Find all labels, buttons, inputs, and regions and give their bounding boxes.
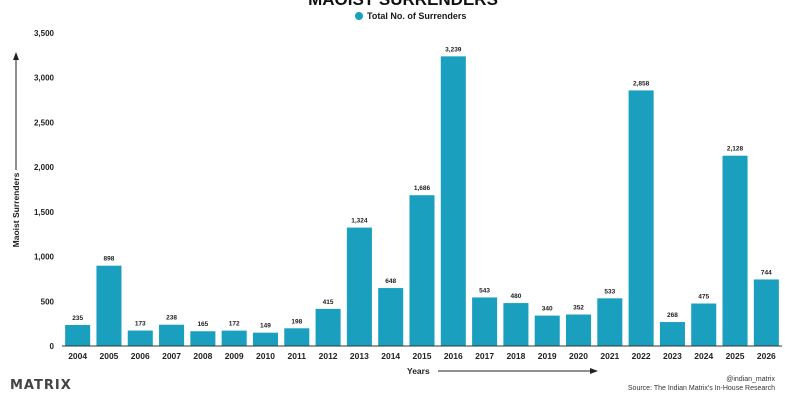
x-tick-label-2022: 2022	[632, 351, 651, 361]
bar-2005	[96, 265, 122, 346]
y-tick-label: 3,500	[34, 29, 55, 38]
x-tick-label-2026: 2026	[757, 351, 776, 361]
y-tick-label: 2,000	[34, 163, 55, 172]
data-label-2006: 173	[135, 321, 146, 328]
y-tick-label: 500	[41, 297, 55, 306]
legend-label: Total No. of Surrenders	[367, 11, 466, 21]
x-tick-label-2011: 2011	[288, 351, 307, 361]
x-tick-label-2021: 2021	[600, 351, 619, 361]
y-axis-arrow-head	[13, 52, 19, 60]
data-label-2023: 268	[667, 312, 678, 319]
data-label-2021: 533	[604, 288, 615, 295]
x-tick-label-2008: 2008	[193, 351, 212, 361]
x-tick-label-2004: 2004	[68, 351, 87, 361]
bar-2026	[753, 279, 779, 346]
data-label-2012: 415	[323, 299, 334, 306]
data-label-2014: 648	[385, 278, 396, 285]
bar-2025	[722, 155, 748, 346]
bar-2006	[127, 330, 153, 346]
data-label-2007: 238	[166, 315, 177, 322]
y-axis-label: Maoist Surrenders	[11, 172, 21, 247]
data-label-2019: 340	[542, 306, 553, 313]
bar-2010	[252, 332, 278, 346]
bar-2017	[472, 297, 498, 346]
x-tick-label-2015: 2015	[413, 351, 432, 361]
bar-2009	[221, 330, 247, 346]
x-tick-label-2023: 2023	[663, 351, 682, 361]
legend-swatch	[355, 12, 363, 20]
x-tick-label-2024: 2024	[694, 351, 713, 361]
data-labels: 235 898 173 238 165 172 149 198 415 1,324 648 1,686…	[72, 46, 772, 329]
bar-2007	[159, 324, 185, 346]
x-tick-label-2013: 2013	[350, 351, 369, 361]
data-label-2005: 898	[104, 256, 115, 263]
x-tick-label-2009: 2009	[225, 351, 244, 361]
data-label-2011: 198	[291, 318, 302, 325]
bar-2013	[346, 227, 372, 346]
data-label-2015: 1,686	[414, 185, 431, 192]
bar-2018	[503, 303, 529, 346]
bar-2024	[691, 303, 717, 346]
y-tick-label: 2,500	[34, 118, 55, 127]
bar-2020	[566, 314, 592, 346]
data-label-2020: 352	[573, 305, 584, 312]
data-label-2022: 2,858	[633, 80, 650, 87]
data-label-2024: 475	[698, 294, 709, 301]
data-label-2004: 235	[72, 315, 83, 322]
data-label-2008: 165	[197, 321, 208, 328]
x-tick-label-2020: 2020	[569, 351, 588, 361]
data-label-2018: 480	[510, 293, 521, 300]
x-tick-label-2025: 2025	[726, 351, 745, 361]
bars	[65, 56, 779, 347]
y-axis: 0 500 1,000 1,500 2,000 2,500 3,000 3,500	[34, 29, 55, 351]
bar-2011	[284, 328, 310, 346]
bar-2008	[190, 331, 216, 346]
legend: Total No. of Surrenders	[355, 11, 466, 21]
bar-2023	[659, 322, 685, 346]
x-tick-label-2007: 2007	[162, 351, 181, 361]
bar-2016	[440, 56, 466, 347]
bar-2022	[628, 90, 654, 346]
x-tick-label-2014: 2014	[381, 351, 400, 361]
y-tick-label: 1,000	[34, 253, 55, 262]
x-tick-label-2012: 2012	[319, 351, 338, 361]
data-label-2017: 543	[479, 287, 490, 294]
x-tick-label-2019: 2019	[538, 351, 557, 361]
brand-logo: MATRIX	[10, 378, 72, 393]
source-note: Source: The Indian Matrix's In-House Res…	[628, 385, 775, 392]
bar-2019	[534, 315, 560, 346]
data-label-2016: 3,239	[445, 46, 462, 53]
y-tick-label: 0	[50, 342, 55, 351]
x-tick-label-2016: 2016	[444, 351, 463, 361]
x-axis-label: Years	[407, 366, 430, 376]
social-handle: @indian_matrix	[726, 376, 775, 383]
x-tick-label-2006: 2006	[131, 351, 150, 361]
y-tick-label: 3,000	[34, 74, 55, 83]
bar-2004	[65, 324, 91, 346]
chart-title: MAOIST SURRENDERS	[308, 0, 498, 9]
bar-2021	[597, 298, 623, 346]
y-tick-label: 1,500	[34, 208, 55, 217]
bar-2015	[409, 195, 435, 346]
data-label-2010: 149	[260, 323, 271, 330]
x-axis-title: Years	[407, 366, 598, 376]
bar-2014	[378, 288, 404, 346]
x-tick-label-2010: 2010	[256, 351, 275, 361]
data-label-2025: 2,128	[727, 146, 744, 153]
bar-2012	[315, 308, 341, 346]
data-label-2009: 172	[229, 321, 240, 328]
x-tick-label-2017: 2017	[475, 351, 494, 361]
x-axis: 2004 2005 2006 2007 2008 2009 2010 2011 2012 2013…	[62, 345, 782, 361]
data-label-2013: 1,324	[351, 218, 368, 225]
x-axis-arrow-head	[590, 368, 598, 374]
y-axis-title: Maoist Surrenders	[11, 52, 21, 247]
x-tick-label-2018: 2018	[506, 351, 525, 361]
data-label-2026: 744	[761, 269, 772, 276]
x-tick-label-2005: 2005	[99, 351, 118, 361]
